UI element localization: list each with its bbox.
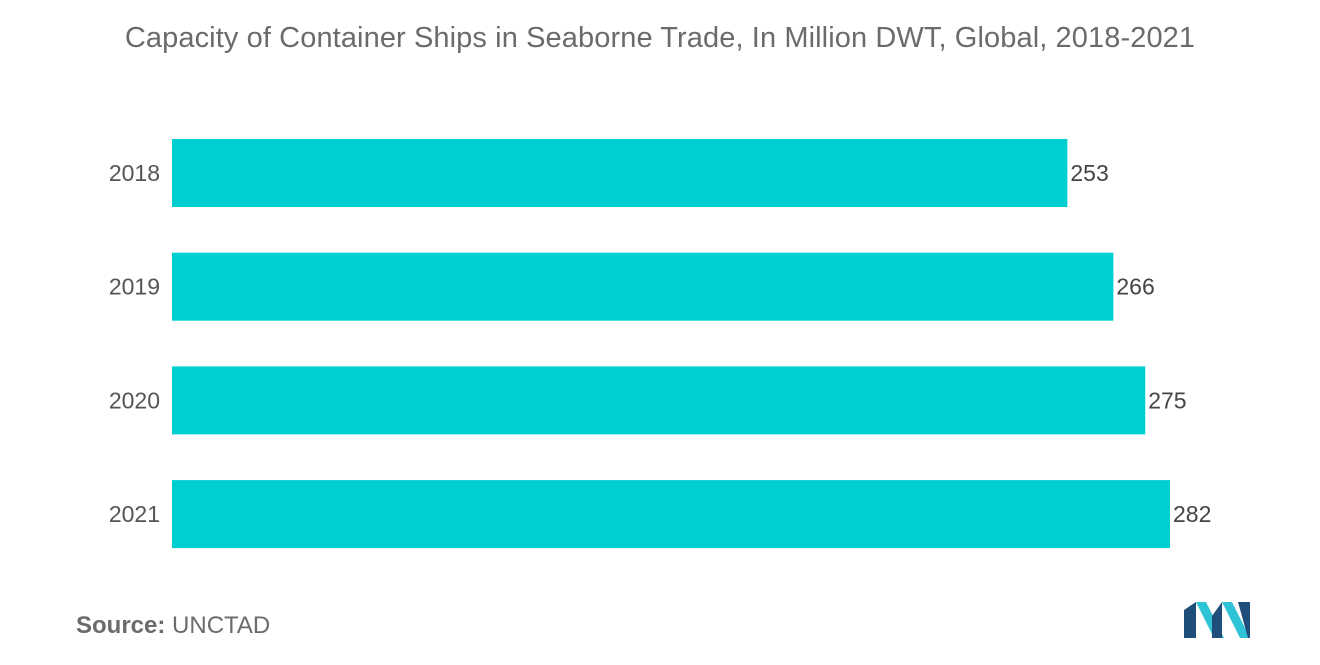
value-label-2018: 253 bbox=[1070, 160, 1108, 186]
bar-2018 bbox=[172, 139, 1068, 207]
value-label-2020: 275 bbox=[1148, 387, 1186, 413]
bar-2021 bbox=[172, 480, 1170, 549]
source-value: UNCTAD bbox=[172, 612, 271, 639]
chart-title: Capacity of Container Ships in Seaborne … bbox=[124, 22, 1196, 54]
value-label-2021: 282 bbox=[1173, 501, 1211, 527]
logo-right-stroke bbox=[1238, 602, 1250, 638]
bar-2020 bbox=[172, 366, 1146, 435]
logo-middle-stroke bbox=[1212, 602, 1222, 638]
mordor-intelligence-logo-icon bbox=[1184, 602, 1250, 638]
value-label-2019: 266 bbox=[1116, 274, 1154, 300]
source-note: Source: UNCTAD bbox=[76, 612, 270, 640]
category-label-2018: 2018 bbox=[109, 160, 160, 186]
category-label-2020: 2020 bbox=[109, 387, 160, 413]
source-label: Source: bbox=[76, 612, 166, 639]
category-label-2021: 2021 bbox=[109, 501, 160, 527]
category-label-2019: 2019 bbox=[109, 274, 160, 300]
value-labels: 253 266 275 282 bbox=[1070, 160, 1211, 527]
bar-chart: 2018 2019 2020 2021 253 266 275 282 bbox=[109, 139, 1211, 549]
bars-group bbox=[172, 139, 1170, 549]
bar-2019 bbox=[172, 252, 1114, 321]
category-labels: 2018 2019 2020 2021 bbox=[109, 160, 160, 527]
logo-left-stroke bbox=[1184, 602, 1196, 638]
logo-right-diagonal bbox=[1222, 602, 1250, 638]
